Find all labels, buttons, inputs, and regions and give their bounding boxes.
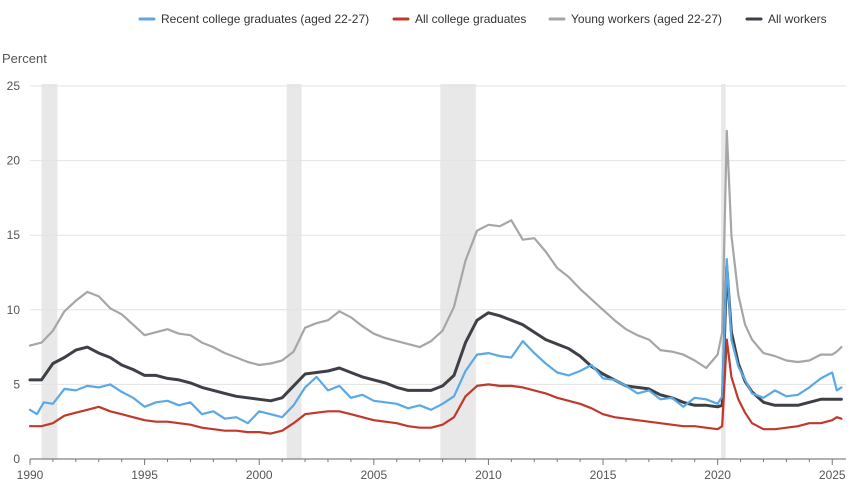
y-tick-label: 10 <box>7 303 21 317</box>
x-tick-label: 2000 <box>246 468 273 482</box>
legend-item: Young workers (aged 22-27) <box>548 12 722 26</box>
legend-item: All workers <box>745 12 827 26</box>
x-tick-label: 2005 <box>360 468 387 482</box>
y-tick-label: 0 <box>13 452 20 466</box>
legend-label: All college graduates <box>415 12 526 26</box>
recession-band-1 <box>286 84 302 459</box>
x-tick-label: 2015 <box>590 468 617 482</box>
y-tick-label: 20 <box>7 154 21 168</box>
legend-label: All workers <box>768 12 827 26</box>
legend-label: Young workers (aged 22-27) <box>571 12 722 26</box>
y-tick-label: 5 <box>13 377 20 391</box>
series-line-2 <box>28 129 843 370</box>
y-axis-title: Percent <box>2 51 47 66</box>
x-tick-label: 2010 <box>475 468 502 482</box>
y-tick-label: 25 <box>7 79 21 93</box>
x-tick-label: 2025 <box>819 468 846 482</box>
x-tick-label: 1995 <box>131 468 158 482</box>
legend-item: All college graduates <box>392 12 526 26</box>
legend-label: Recent college graduates (aged 22-27) <box>161 12 369 26</box>
legend-item: Recent college graduates (aged 22-27) <box>138 12 369 26</box>
series-line-0 <box>28 258 843 425</box>
x-tick-label: 2020 <box>704 468 731 482</box>
gridlines <box>30 85 846 385</box>
recession-band-2 <box>440 84 476 459</box>
y-tick-label: 15 <box>7 228 21 242</box>
series-line-1 <box>28 338 843 435</box>
chart-legend: Recent college graduates (aged 22-27) All… <box>138 12 827 26</box>
series-lines <box>28 129 843 435</box>
x-tick-label: 1990 <box>17 468 44 482</box>
